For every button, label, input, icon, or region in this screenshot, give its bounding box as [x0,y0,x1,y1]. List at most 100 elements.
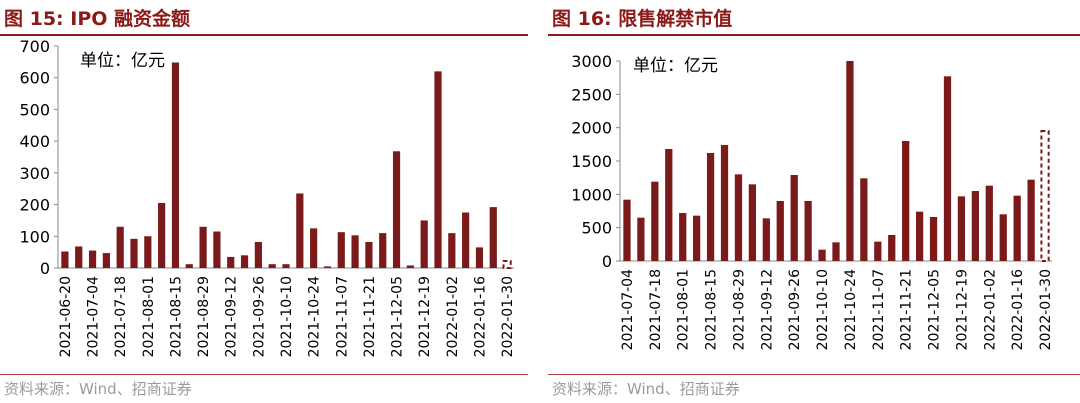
unlock-chart-panel: 图 16: 限售解禁市值 0 500 1000 1500 2000 2500 3000 202… [548,0,1080,403]
bar [915,211,924,261]
y-tick-label: 300 [19,164,50,183]
bar [623,199,631,261]
bar [268,264,276,268]
bar [462,212,470,268]
bar [804,201,812,261]
ipo-bar-chart: 0 100 200 300 400 500 600 700 2021-06-20 2021-07-… [19,37,516,357]
ipo-title-rule [0,34,528,36]
unlock-figure-label: 图 16: [552,8,612,30]
y-tick-label: 2000 [571,119,612,138]
y-tick-label: 500 [19,100,50,119]
bar [75,246,83,268]
bar [860,178,868,261]
unit-label: 单位：亿元 [633,56,718,76]
bar [734,174,743,261]
unlock-bar-chart: 0 500 1000 1500 2000 2500 3000 2021-07-04 2021-0… [571,52,1054,350]
bar [199,226,207,268]
bar [776,201,784,261]
bar [254,241,262,268]
ipo-chart-panel: 图 15: IPO 融资金额 0 100 200 300 400 500 600 700 202… [0,0,528,403]
x-tick-label: 2021-08-29 [196,276,212,357]
bar [888,235,896,261]
bar [957,196,966,261]
bar [943,76,952,261]
bar [874,241,882,261]
ipo-source-rule [0,374,528,375]
y-tick-label: 0 [602,252,612,271]
bar [171,62,180,269]
y-tick-label: 3000 [571,52,612,71]
x-tick-label: 2021-08-01 [676,269,692,350]
unlock-title-text: 限售解禁市值 [618,8,733,30]
bar [88,250,97,268]
x-tick-label: 2021-10-24 [843,269,859,350]
bar-estimated [1040,130,1050,262]
x-tick-label: 2021-07-18 [648,269,664,350]
bar [420,220,428,268]
x-tick-label: 2021-07-04 [86,276,102,357]
bar [971,191,979,261]
bar [999,214,1007,261]
bar [365,241,373,268]
ipo-title-text: IPO 融资金额 [70,8,191,30]
unlock-title-rule [548,34,1080,36]
bar [929,217,938,261]
bar [158,202,166,268]
x-tick-label: 2022-01-02 [982,269,998,350]
bar [448,233,456,268]
y-tick-label: 500 [581,219,612,238]
bar [392,151,401,268]
y-tick-label: 100 [19,227,50,246]
bar [790,175,798,261]
bar [651,181,659,261]
bar [1013,195,1021,261]
bar [832,242,840,261]
bar [61,251,69,268]
bar [116,226,124,268]
bar [406,265,414,268]
x-tick-label: 2021-08-15 [168,276,184,357]
unlock-source-note: 资料来源：Wind、招商证券 [552,380,740,398]
ipo-source-note: 资料来源：Wind、招商证券 [4,380,192,398]
bar [240,255,249,268]
y-tick-label: 2500 [571,85,612,104]
y-tick-label: 1000 [571,185,612,204]
x-tick-label: 2021-12-05 [927,269,943,350]
x-tick-label: 2021-07-04 [620,269,636,350]
bar [337,232,345,268]
x-tick-label: 2022-01-30 [1038,269,1054,350]
bar [665,149,673,261]
bar [379,233,387,268]
unlock-source-rule [548,374,1080,375]
bar [434,71,442,268]
x-tick-label: 2021-12-19 [954,269,970,350]
x-tick-label: 2021-10-10 [815,269,831,350]
bar [185,264,193,268]
bar [985,185,993,261]
x-tick-label: 2022-01-16 [1010,269,1026,350]
x-tick-label: 2022-01-16 [472,276,488,357]
x-tick-label: 2021-11-21 [362,276,378,357]
bar [351,235,359,268]
x-tick-label: 2021-11-07 [334,276,350,357]
bar [720,145,729,261]
bar [637,217,645,261]
bar [213,231,221,268]
bar [748,184,757,261]
bar-estimated [502,260,512,270]
x-tick-label: 2021-08-29 [731,269,747,350]
bar [1027,179,1035,261]
bar [762,218,770,261]
x-tick-label: 2021-07-18 [113,276,129,357]
unlock-chart-title: 图 16: 限售解禁市值 [552,4,732,31]
bar [902,141,910,261]
bar [846,61,854,261]
x-tick-label: 2022-01-02 [445,276,461,357]
x-tick-label: 2021-08-01 [141,276,157,357]
x-tick-label: 2021-09-12 [759,269,775,350]
bar [706,153,715,261]
unit-label: 单位：亿元 [80,51,165,71]
x-tick-label: 2021-10-24 [307,276,323,357]
x-tick-label: 2021-09-26 [251,276,267,357]
ipo-figure-label: 图 15: [4,8,64,30]
